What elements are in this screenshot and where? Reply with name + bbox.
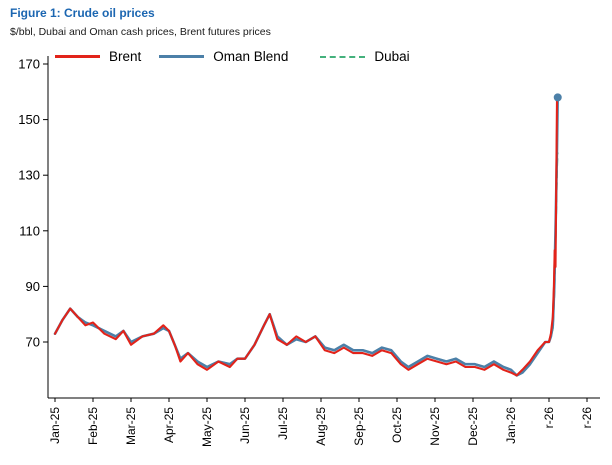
svg-text:170: 170 [18,57,40,72]
svg-text:Apr-25: Apr-25 [162,407,176,443]
svg-text:Jan-26: Jan-26 [504,407,518,444]
crude-oil-price-chart: 70 90 110 130 150 170 Jan-25 Feb-25 Mar-25 Apr-25… [18,56,600,447]
chart-header: Figure 1: Crude oil prices $/bbl, Dubai … [10,6,600,38]
svg-text:150: 150 [18,112,40,127]
chart-title: Figure 1: Crude oil prices [10,6,155,20]
svg-text:110: 110 [19,223,40,238]
svg-text:70: 70 [26,335,40,350]
oman-line-swatch-icon [159,54,205,59]
svg-text:Sep-25: Sep-25 [352,407,366,446]
legend-label-brent: Brent [109,49,142,64]
svg-text:Jan-25: Jan-25 [48,407,62,444]
chart-subtitle: $/bbl, Dubai and Oman cash prices, Brent… [10,26,271,38]
legend-label-oman: Oman Blend [213,49,289,64]
svg-text:90: 90 [26,279,40,294]
legend-item-brent: Brent [55,49,141,64]
legend-label-dubai: Dubai [374,49,410,64]
svg-text:Nov-25: Nov-25 [428,407,442,446]
dubai-line-swatch-icon [320,55,366,58]
chart-legend: Brent Oman Blend Dubai [55,49,410,64]
svg-text:Mar-25: Mar-25 [124,407,138,445]
brent-line-swatch-icon [55,54,100,59]
svg-text:r-26: r-26 [580,407,594,429]
svg-text:Jul-25: Jul-25 [276,407,290,440]
svg-text:Oct-25: Oct-25 [390,407,404,443]
legend-item-oman: Oman Blend [159,49,288,64]
svg-text:May-25: May-25 [200,407,214,447]
svg-text:Jun-25: Jun-25 [238,407,252,444]
svg-text:r-26: r-26 [542,407,556,429]
svg-text:Feb-25: Feb-25 [86,407,100,445]
svg-text:130: 130 [18,168,40,183]
svg-text:Aug-25: Aug-25 [314,407,328,446]
svg-text:Dec-25: Dec-25 [466,407,480,446]
legend-item-dubai: Dubai [320,49,410,64]
